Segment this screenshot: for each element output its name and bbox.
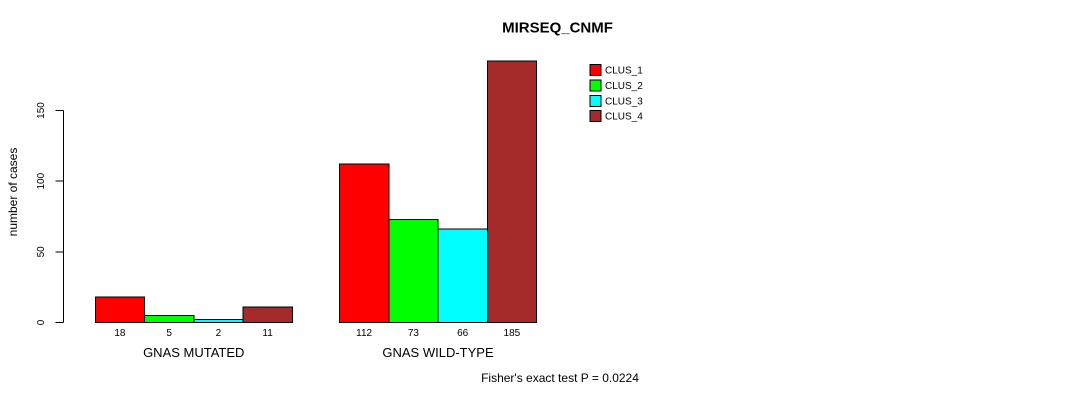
y-axis: 0 50 100 150 [36, 102, 64, 325]
bar-value-label: 11 [262, 328, 273, 339]
y-tick-label: 50 [36, 246, 47, 258]
annotation-text: Fisher's exact test P = 0.0224 [481, 371, 639, 385]
legend: CLUS_1 CLUS_2 CLUS_3 CLUS_4 [589, 64, 643, 123]
y-tick-label: 150 [36, 102, 47, 119]
bar-group: 18 5 2 11 GNAS MUTATED [94, 296, 293, 360]
bar-value-label: 66 [457, 328, 469, 339]
bar-clus_4 [486, 60, 537, 324]
bar-clus_3 [437, 228, 488, 323]
legend-label: CLUS_2 [605, 81, 643, 92]
bar-clus_1 [94, 296, 145, 323]
legend-label: CLUS_1 [605, 66, 643, 77]
legend-label: CLUS_3 [605, 96, 643, 107]
category-label: GNAS WILD-TYPE [382, 345, 494, 360]
bar-clus_2 [388, 218, 439, 323]
bar-value-label: 2 [216, 328, 222, 339]
legend-swatch [589, 64, 602, 76]
chart-title: MIRSEQ_CNMF [502, 20, 613, 37]
bar-value-label: 73 [408, 328, 420, 339]
bar-clus_1 [339, 163, 390, 323]
legend-swatch [589, 110, 602, 123]
y-tick-label: 0 [36, 319, 47, 325]
bar-value-label: 5 [166, 328, 172, 339]
bar-value-label: 18 [114, 328, 126, 339]
legend-swatch [589, 94, 602, 107]
y-tick-label: 100 [36, 172, 47, 189]
bar-value-label: 112 [356, 328, 372, 339]
legend-swatch [589, 79, 602, 92]
legend-label: CLUS_4 [605, 112, 643, 123]
bar-clus_4 [242, 306, 293, 324]
y-axis-title: number of cases [6, 148, 20, 237]
bar-group: 112 73 66 185 GNAS WILD-TYPE [339, 60, 537, 360]
bar-clus_3 [193, 319, 244, 324]
bar-value-label: 185 [504, 328, 521, 339]
bar-clus_2 [144, 314, 195, 323]
category-label: GNAS MUTATED [143, 345, 244, 360]
